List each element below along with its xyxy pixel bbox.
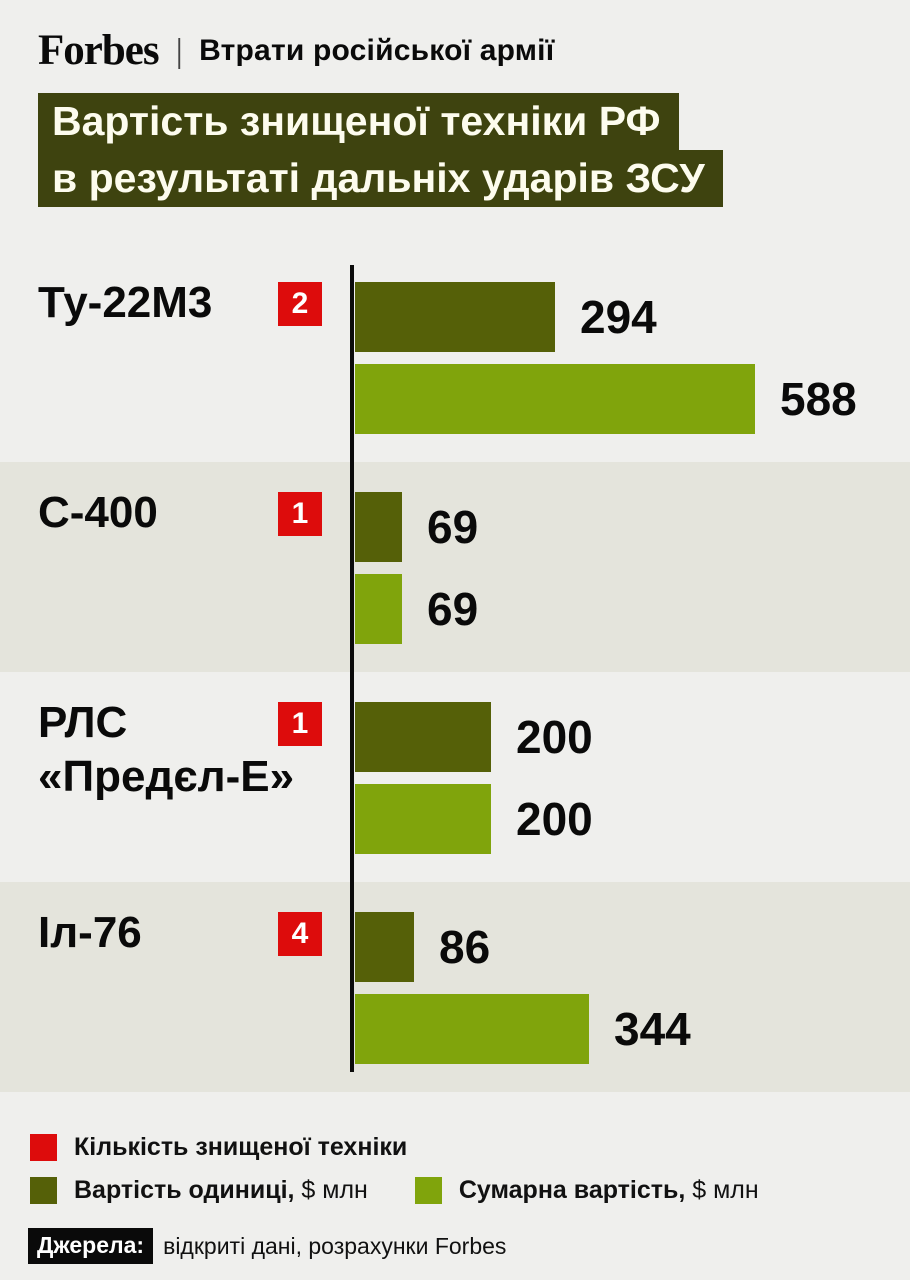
legend-item-total-cost: Сумарна вартість, $ млн [414,1176,759,1205]
unit-cost-value: 86 [439,921,491,973]
total-cost-value: 200 [516,793,593,845]
page-title: Вартість знищеної техніки РФ в результат… [38,93,723,207]
unit-cost-value: 294 [580,291,657,343]
legend-unit-label-suffix: $ млн [294,1176,368,1204]
unit-cost-bar [355,702,491,772]
legend-row-costs: Вартість одиниці, $ млн Сумарна вартість… [30,1176,759,1205]
chart-row-rls-predel-e: РЛС «Предєл-Е» 1 200 200 [0,672,910,882]
count-swatch-icon [30,1134,57,1161]
total-barline: 588 [355,364,857,434]
chart-row-il76: Іл-76 4 86 344 [0,882,910,1092]
chart-row-s400: С-400 1 69 69 [0,462,910,672]
unit-cost-value: 69 [427,501,479,553]
legend-unit-label-bold: Вартість одиниці, [74,1176,295,1204]
total-barline: 344 [355,994,691,1064]
legend-item-unit-cost: Вартість одиниці, $ млн [30,1176,368,1205]
unit-cost-bar [355,492,402,562]
sources-text: відкриті дані, розрахунки Forbes [163,1232,507,1259]
count-badge: 1 [278,702,322,746]
legend-count-label: Кількість знищеної техніки [74,1133,408,1161]
page-title-line2: в результаті дальніх ударів ЗСУ [38,150,723,207]
unit-cost-value: 200 [516,711,593,763]
legend-unit-label: Вартість одиниці, $ млн [74,1176,368,1205]
total-cost-value: 344 [614,1003,691,1055]
unit-barline: 69 [355,492,478,562]
unit-cost-bar [355,912,414,982]
footer-sources: Джерела: відкриті дані, розрахунки Forbe… [28,1228,506,1264]
total-cost-bar [355,994,589,1064]
header: Forbes | Втрати російської армії [38,26,554,75]
unit-cost-swatch-icon [30,1177,57,1204]
row-label: Ту-22М3 [38,278,213,327]
legend-row-count: Кількість знищеної техніки [30,1133,407,1162]
unit-barline: 294 [355,282,657,352]
legend-total-label: Сумарна вартість, $ млн [459,1176,759,1205]
unit-barline: 200 [355,702,593,772]
total-cost-value: 588 [780,373,857,425]
count-badge: 4 [278,912,322,956]
count-badge: 2 [278,282,322,326]
row-label: Іл-76 [38,908,142,957]
page-title-line1: Вартість знищеної техніки РФ [38,93,679,150]
header-kicker: Втрати російської армії [199,33,555,67]
legend-item-count: Кількість знищеної техніки [30,1133,407,1162]
total-cost-bar [355,364,755,434]
unit-barline: 86 [355,912,490,982]
row-label: РЛС «Предєл-Е» [38,698,295,801]
legend-total-label-bold: Сумарна вартість, [458,1176,686,1204]
unit-cost-bar [355,282,555,352]
total-cost-swatch-icon [414,1177,442,1204]
legend-total-label-suffix: $ млн [685,1176,759,1204]
total-barline: 69 [355,574,478,644]
total-cost-bar [355,574,402,644]
chart-row-tu22m3: Ту-22М3 2 294 588 [0,252,910,462]
header-separator: | [175,31,182,69]
axis-baseline [350,265,354,1072]
count-badge: 1 [278,492,322,536]
forbes-logo: Forbes [38,27,160,74]
total-barline: 200 [355,784,593,854]
total-cost-bar [355,784,491,854]
row-label: С-400 [38,488,158,537]
total-cost-value: 69 [427,583,479,635]
sources-label: Джерела: [28,1228,154,1264]
